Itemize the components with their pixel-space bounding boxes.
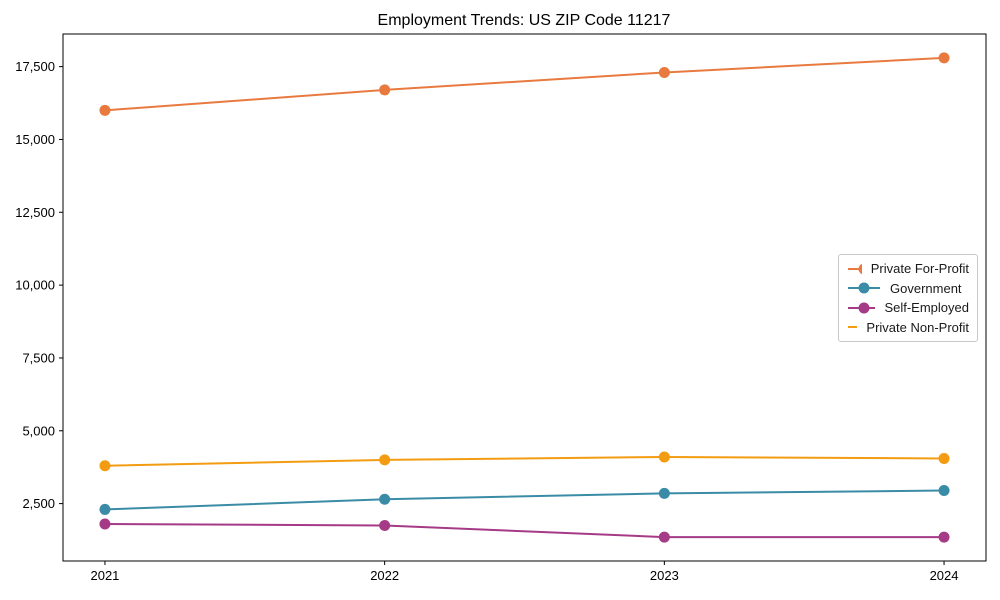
- series-line: [103, 523, 946, 539]
- legend-label: Private For-Profit: [870, 261, 969, 277]
- legend-marker-icon: [848, 263, 862, 274]
- chart-title: Employment Trends: US ZIP Code 11217: [378, 12, 671, 29]
- data-point: [99, 518, 111, 530]
- data-point: [658, 66, 670, 78]
- data-point: [379, 84, 391, 96]
- legend-entry-private-for-profit: Private For-Profit: [847, 259, 969, 279]
- data-point: [938, 452, 950, 464]
- data-point: [658, 451, 670, 463]
- data-point: [938, 485, 950, 497]
- data-point: [99, 503, 111, 515]
- data-point: [379, 454, 391, 466]
- x-axis-ticks: 2021 2022 2023 2024: [90, 561, 959, 583]
- plot-border: [62, 33, 987, 562]
- legend-label: Government: [890, 280, 962, 296]
- x-tick-label: 2022: [370, 568, 399, 583]
- series-line: [103, 489, 946, 511]
- legend-marker-icon: [848, 282, 880, 294]
- data-point: [938, 52, 950, 64]
- y-tick-label: 7,500: [22, 350, 55, 365]
- y-tick-label: 2,500: [22, 496, 55, 511]
- series-line: [103, 56, 946, 112]
- y-tick-label: 5,000: [22, 423, 55, 438]
- data-point: [99, 104, 111, 116]
- x-tick-label: 2024: [930, 568, 959, 583]
- data-point: [379, 493, 391, 505]
- legend-dot: [858, 302, 870, 314]
- legend-label: Private Non-Profit: [866, 319, 969, 335]
- y-tick-label: 12,500: [15, 205, 55, 220]
- series-government: [99, 485, 950, 515]
- legend-marker-icon: [848, 326, 858, 329]
- y-axis-ticks: 2,500 5,000 7,500 10,000 12,500 15,000 17,500: [15, 59, 63, 511]
- legend-entry-government: Government: [847, 279, 969, 299]
- y-tick-label: 15,000: [15, 132, 55, 147]
- x-tick-label: 2021: [90, 568, 119, 583]
- series-lines: [99, 52, 950, 543]
- x-tick-label: 2023: [650, 568, 679, 583]
- plot-area: [62, 33, 987, 562]
- legend-dot: [858, 282, 870, 294]
- data-point: [938, 531, 950, 543]
- y-tick-label: 10,000: [15, 278, 55, 293]
- series-line: [103, 455, 946, 467]
- data-point: [379, 519, 391, 531]
- legend-entry-self-employed: Self-Employed: [847, 298, 969, 318]
- data-point: [658, 531, 670, 543]
- y-tick-label: 17,500: [15, 59, 55, 74]
- data-point: [658, 487, 670, 499]
- legend-label: Self-Employed: [884, 300, 969, 316]
- legend-dot: [858, 263, 862, 274]
- legend-marker-icon: [848, 302, 876, 314]
- series-self-employed: [99, 518, 950, 543]
- series-private-for-profit: [99, 52, 950, 116]
- series-private-non-profit: [99, 451, 950, 472]
- chart-legend: Private For-Profit Government Self-Employe…: [838, 254, 978, 342]
- legend-entry-private-non-profit: Private Non-Profit: [847, 318, 969, 338]
- data-point: [99, 460, 111, 472]
